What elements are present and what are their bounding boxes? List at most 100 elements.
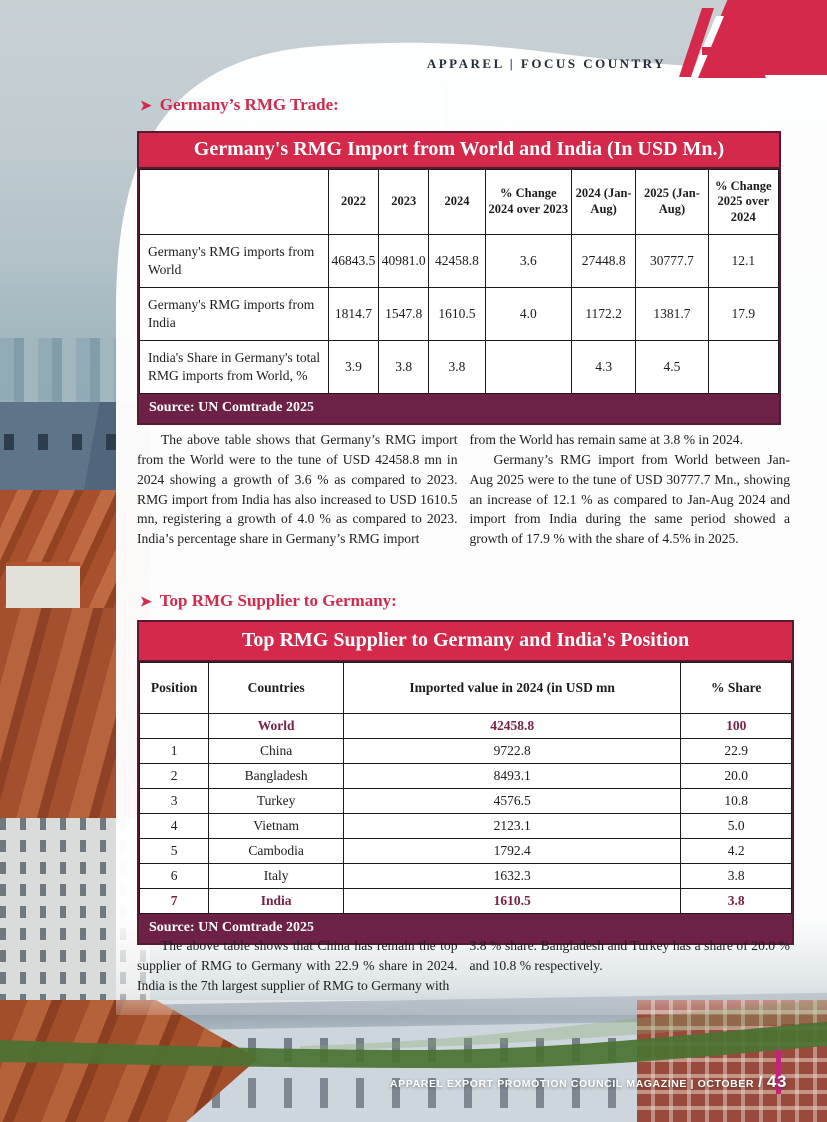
top-supplier-table-grid: Position Countries Imported value in 202… bbox=[138, 662, 792, 914]
table-cell: 2 bbox=[138, 763, 210, 789]
paragraph: The above table shows that China has rem… bbox=[137, 938, 458, 993]
column-header: Countries bbox=[208, 662, 344, 714]
table-cell: 5.0 bbox=[680, 813, 792, 839]
table-cell: 1610.5 bbox=[342, 888, 682, 914]
table-source: Source: UN Comtrade 2025 bbox=[139, 914, 792, 943]
section-heading-top-rmg-supplier: ➤ Top RMG Supplier to Germany: bbox=[140, 591, 397, 611]
footer-divider: / bbox=[758, 1074, 763, 1091]
table-cell: 3.8 bbox=[680, 888, 792, 914]
table-cell: China bbox=[208, 738, 344, 764]
table-source: Source: UN Comtrade 2025 bbox=[139, 394, 779, 423]
column-header: 2023 bbox=[378, 169, 430, 235]
page-footer: APPAREL EXPORT PROMOTION COUNCIL MAGAZIN… bbox=[390, 1072, 787, 1092]
dormer-windows bbox=[4, 434, 139, 450]
section-heading-germany-rmg-trade: ➤ Germany’s RMG Trade: bbox=[140, 95, 339, 115]
column-header: Imported value in 2024 (in USD mn bbox=[342, 662, 682, 714]
magenta-banner bbox=[776, 1050, 781, 1094]
table-cell: 1547.8 bbox=[378, 287, 430, 341]
column-header: 2022 bbox=[327, 169, 380, 235]
table-row: India's Share in Germany's total RMG imp… bbox=[139, 340, 780, 394]
slate-roof-layer bbox=[0, 402, 150, 492]
table-cell bbox=[138, 713, 210, 739]
table-cell: 1 bbox=[138, 738, 210, 764]
rmg-import-table: Germany's RMG Import from World and Indi… bbox=[137, 131, 781, 425]
text-column-right: 3.8 % share. Bangladesh and Turkey has a… bbox=[470, 936, 791, 996]
section-heading-text: Germany’s RMG Trade: bbox=[159, 95, 339, 114]
window-row bbox=[140, 1078, 700, 1108]
page-number: 43 bbox=[766, 1072, 787, 1091]
white-house bbox=[6, 562, 80, 612]
column-header: 2024 (Jan-Aug) bbox=[570, 169, 637, 235]
table-row: 5 Cambodia 1792.4 4.2 bbox=[138, 838, 792, 864]
text-column-left: The above table shows that Germany’s RMG… bbox=[137, 430, 458, 549]
table-row-india: 7 India 1610.5 3.8 bbox=[138, 888, 792, 914]
paragraph: The above table shows that Germany’s RMG… bbox=[137, 432, 458, 547]
table-cell: 1632.3 bbox=[342, 863, 682, 889]
top-supplier-table: Top RMG Supplier to Germany and India's … bbox=[137, 620, 794, 945]
table-cell: 3.9 bbox=[327, 340, 380, 394]
table-cell: 40981.0 bbox=[378, 234, 430, 288]
row-label: India's Share in Germany's total RMG imp… bbox=[139, 340, 329, 394]
footer-text: APPAREL EXPORT PROMOTION COUNCIL MAGAZIN… bbox=[389, 1078, 755, 1090]
column-header: % Change 2025 over 2024 bbox=[707, 169, 780, 235]
table-cell: Cambodia bbox=[208, 838, 344, 864]
table-cell: World bbox=[208, 713, 344, 739]
table-cell: 1172.2 bbox=[570, 287, 637, 341]
body-text-section1: The above table shows that Germany’s RMG… bbox=[137, 430, 790, 549]
table-row: 4 Vietnam 2123.1 5.0 bbox=[138, 813, 792, 839]
table-row: 1 China 9722.8 22.9 bbox=[138, 738, 792, 764]
table-cell: 4.5 bbox=[635, 340, 709, 394]
table-cell: 3 bbox=[138, 788, 210, 814]
table-cell: 3.8 bbox=[428, 340, 486, 394]
table-row: Germany's RMG imports from India 1814.7 … bbox=[139, 287, 780, 341]
paragraph: from the World has remain same at 3.8 % … bbox=[469, 432, 744, 447]
table-cell: 4.0 bbox=[484, 287, 572, 341]
table-cell: 4 bbox=[138, 813, 210, 839]
table-row: Germany's RMG imports from World 46843.5… bbox=[139, 234, 780, 288]
arrow-bullet-icon: ➤ bbox=[140, 595, 152, 610]
table-cell: 27448.8 bbox=[570, 234, 637, 288]
column-header: 2024 bbox=[428, 169, 486, 235]
table-cell: 17.9 bbox=[707, 287, 780, 341]
column-header: % Share bbox=[680, 662, 792, 714]
terracotta-roofs-lower bbox=[0, 608, 150, 820]
table-cell: 1610.5 bbox=[428, 287, 486, 341]
text-column-left: The above table shows that China has rem… bbox=[137, 936, 458, 996]
table-header-row: 2022 2023 2024 % Change 2024 over 2023 2… bbox=[139, 169, 780, 235]
rmg-import-table-grid: 2022 2023 2024 % Change 2024 over 2023 2… bbox=[139, 169, 780, 394]
table-cell: 8493.1 bbox=[342, 763, 682, 789]
brick-building-bottom-right bbox=[637, 1000, 827, 1122]
table-cell: 1381.7 bbox=[635, 287, 709, 341]
table-cell: 9722.8 bbox=[342, 738, 682, 764]
table-cell: 5 bbox=[138, 838, 210, 864]
table-cell: 1792.4 bbox=[342, 838, 682, 864]
table-cell: 22.9 bbox=[680, 738, 792, 764]
distant-city-layer bbox=[0, 338, 160, 408]
table-cell: Turkey bbox=[208, 788, 344, 814]
table-cell: 100 bbox=[680, 713, 792, 739]
table-cell: 2123.1 bbox=[342, 813, 682, 839]
table-cell: 6 bbox=[138, 863, 210, 889]
table-cell: 3.8 bbox=[680, 863, 792, 889]
table-cell: 12.1 bbox=[707, 234, 780, 288]
bottom-street-photo bbox=[0, 992, 827, 1122]
table-cell: 10.8 bbox=[680, 788, 792, 814]
table-cell: 1814.7 bbox=[327, 287, 380, 341]
table-row: 2 Bangladesh 8493.1 20.0 bbox=[138, 763, 792, 789]
page-kicker: APPAREL | FOCUS COUNTRY bbox=[426, 56, 666, 71]
table-cell: 7 bbox=[138, 888, 210, 914]
table-cell: 3.8 bbox=[378, 340, 430, 394]
text-column-right: from the World has remain same at 3.8 % … bbox=[470, 430, 791, 549]
paragraph: Germany’s RMG import from World between … bbox=[469, 451, 791, 547]
church-spire bbox=[444, 84, 447, 132]
arrow-bullet-icon: ➤ bbox=[140, 99, 152, 114]
table-cell: 4.3 bbox=[570, 340, 637, 394]
body-text-section2: The above table shows that China has rem… bbox=[137, 936, 790, 996]
row-label: Germany's RMG imports from India bbox=[139, 287, 329, 341]
table-cell: 4.2 bbox=[680, 838, 792, 864]
column-header: Position bbox=[138, 662, 210, 714]
table-cell: 3.6 bbox=[484, 234, 572, 288]
table-cell bbox=[707, 340, 780, 394]
table-row-world: World 42458.8 100 bbox=[138, 713, 792, 739]
